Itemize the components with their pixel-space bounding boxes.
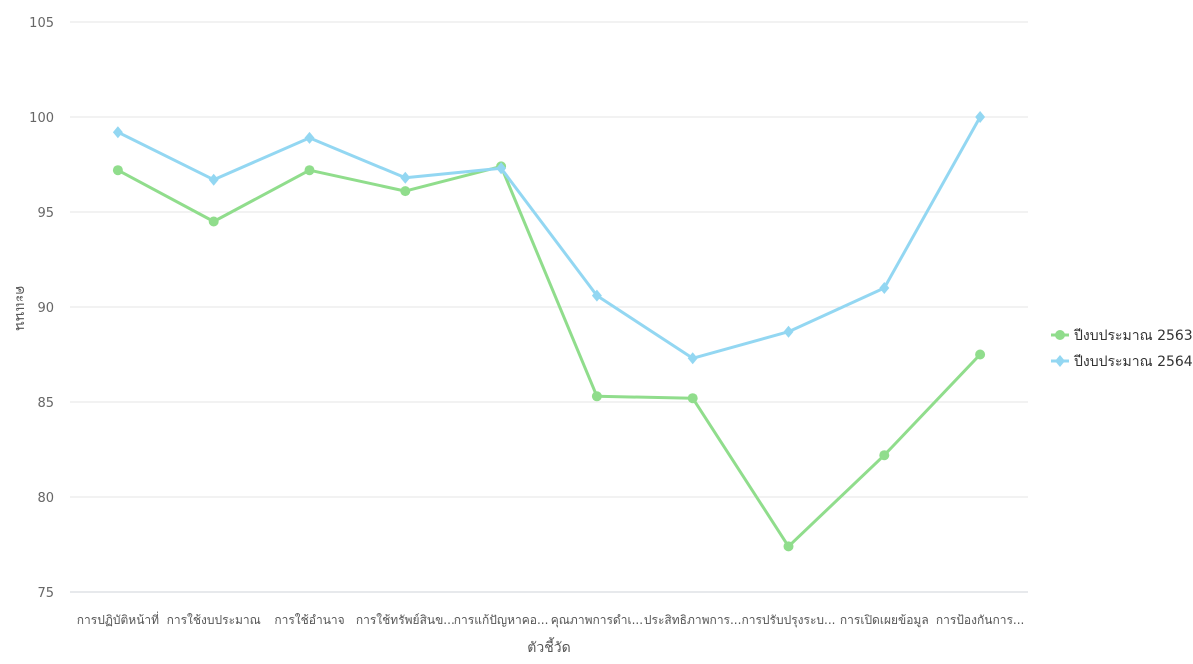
x-axis-title: ตัวชี้วัด	[527, 637, 570, 656]
x-tick-label: คุณภาพการดำเ...	[551, 613, 643, 628]
x-tick-label: การแก้ปัญหาคอ...	[454, 613, 549, 627]
legend[interactable]: ปีงบประมาณ 2563 ปีงบประมาณ 2564	[1051, 328, 1193, 370]
data-point[interactable]	[687, 393, 698, 404]
x-tick-label: การปฏิบัติหน้าที่	[77, 611, 159, 627]
series-line-2	[116, 115, 982, 360]
data-point[interactable]	[879, 450, 890, 461]
y-tick-label: 95	[37, 206, 54, 221]
series-line-1	[116, 164, 982, 548]
y-tick-label: 90	[37, 301, 54, 316]
x-tick-label: การใช้ทรัพย์สินข...	[356, 613, 455, 627]
y-axis-title: คะแนน	[12, 285, 28, 330]
data-point[interactable]	[208, 216, 219, 227]
data-point[interactable]	[208, 173, 219, 186]
y-tick-label: 85	[37, 396, 54, 411]
data-point[interactable]	[591, 289, 602, 302]
legend-item-1[interactable]: ปีงบประมาณ 2563	[1051, 328, 1193, 344]
axis-layer: 75 80 85 90 95 100 105 การปฏิบัติหน้าที่ การใช้ง…	[12, 16, 1024, 656]
data-point[interactable]	[975, 349, 986, 360]
data-point[interactable]	[400, 171, 411, 184]
x-tick-label: การป้องกันการ...	[936, 613, 1025, 627]
data-point[interactable]	[304, 131, 315, 144]
x-tick-label: การใช้อำนาจ	[274, 613, 344, 627]
legend-circle-icon	[1055, 330, 1065, 340]
x-tick-label: การใช้งบประมาณ	[167, 613, 261, 627]
data-point[interactable]	[687, 352, 698, 365]
series-layer	[112, 111, 986, 552]
data-point[interactable]	[496, 162, 507, 175]
data-point[interactable]	[112, 126, 123, 139]
x-tick-label: การเปิดเผยข้อมูล	[840, 613, 929, 628]
legend-label: ปีงบประมาณ 2563	[1074, 328, 1193, 344]
data-point[interactable]	[591, 391, 602, 402]
x-tick-label: การปรับปรุงระบ...	[741, 613, 835, 628]
legend-label: ปีงบประมาณ 2564	[1074, 354, 1193, 370]
data-point[interactable]	[783, 325, 794, 338]
data-point[interactable]	[304, 165, 315, 176]
grid-layer	[70, 21, 1028, 593]
y-tick-label: 105	[29, 16, 54, 31]
y-tick-label: 75	[37, 586, 54, 601]
y-tick-label: 100	[29, 111, 54, 126]
data-point[interactable]	[783, 541, 794, 552]
data-point[interactable]	[975, 111, 986, 123]
x-tick-label: ประสิทธิภาพการ...	[644, 613, 742, 627]
data-point[interactable]	[400, 186, 411, 197]
y-tick-label: 80	[37, 491, 54, 506]
legend-diamond-icon	[1055, 355, 1065, 367]
legend-item-2[interactable]: ปีงบประมาณ 2564	[1051, 354, 1193, 370]
data-point[interactable]	[879, 282, 890, 294]
data-point[interactable]	[112, 165, 123, 176]
